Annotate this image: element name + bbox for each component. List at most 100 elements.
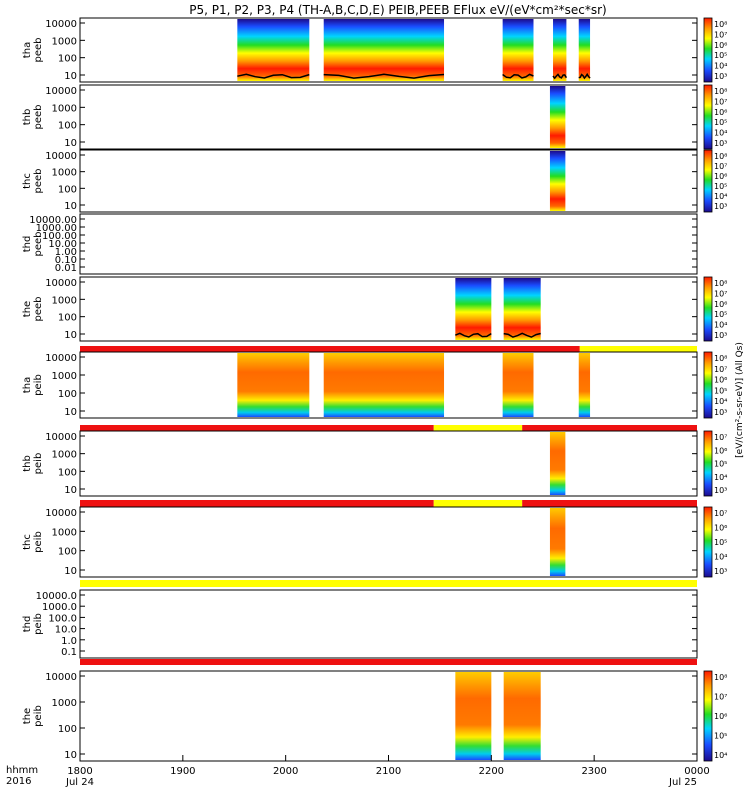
colorbar-tick-label: 10⁵ (714, 386, 727, 395)
x-tick-label: 1800 (67, 766, 92, 777)
colorbar-tick-label: 10³ (714, 486, 727, 495)
x-axis: 1800 1900 2000 2100 2200 2300 0000 Jul 24 Jul 25 (65, 755, 710, 788)
colorbar-tick-label: 10⁴ (714, 321, 727, 330)
y-tick-label: 10000 (45, 432, 77, 443)
colorbar-tick-label: 10⁴ (714, 553, 727, 562)
colorbar-tick-label: 10⁶ (714, 712, 727, 721)
y-tick-label: 1000.00 (36, 223, 77, 234)
colorbar-tick-label: 10⁷ (714, 30, 727, 39)
spectrogram-block (503, 672, 541, 760)
y-tick-label: 10000.00 (29, 215, 77, 226)
spacecraft-potential-trace (503, 332, 541, 338)
colorbar-tick-label: 10⁸ (714, 152, 727, 161)
status-segment-yellow (433, 500, 523, 507)
spectrogram-block (549, 86, 566, 148)
y-tick-label: 100 (58, 724, 77, 735)
colorbar-tick-label: 10⁶ (714, 376, 727, 385)
colorbar-tick-label: 10⁵ (714, 182, 727, 191)
y-tick-label: 10 (64, 485, 77, 496)
y-axis-label: peeb (33, 169, 44, 194)
y-axis-label: thb (22, 109, 33, 126)
y-tick-label: 1000 (52, 371, 77, 382)
panel-frame (79, 351, 698, 419)
y-tick-label: 10000 (45, 151, 77, 162)
colorbar-tick-label: 10⁵ (714, 538, 727, 547)
y-axis-label: thc (22, 173, 33, 189)
y-tick-label: 0.01 (55, 263, 77, 274)
spectrogram-block (502, 19, 534, 81)
spectrogram-block (455, 278, 492, 340)
y-tick-label: 0.10 (55, 255, 77, 266)
colorbar-tick-label: 10³ (714, 72, 727, 81)
colorbar-tick-label: 10³ (714, 408, 727, 417)
y-tick-label: 10 (64, 138, 77, 149)
y-axis-label: tha (22, 42, 33, 58)
colorbar-tick-label: 10⁴ (714, 62, 727, 71)
y-axis-label: tha (22, 377, 33, 393)
colorbar-tick-label: 10⁵ (714, 732, 727, 741)
y-tick-label: 1000.0 (42, 602, 77, 613)
x-tick-label: 0000 (684, 766, 709, 777)
panel-frame (79, 17, 698, 83)
y-tick-label: 100 (58, 121, 77, 132)
y-tick-label: 1000 (52, 295, 77, 306)
colorbar (703, 351, 713, 419)
spectrogram-block (237, 19, 310, 81)
panel-frame (79, 84, 698, 150)
y-axis-label: thd (22, 616, 33, 633)
y-tick-label: 1000 (52, 527, 77, 538)
colorbar-tick-label: 10⁵ (714, 310, 727, 319)
x-tick-label: 2100 (376, 766, 401, 777)
colorbar-tick-label: 10⁷ (714, 509, 727, 518)
x-tick-label: 2200 (479, 766, 504, 777)
colorbar-tick-label: 10⁴ (714, 192, 727, 201)
panel-frame (79, 276, 698, 342)
y-tick-label: 100 (58, 547, 77, 558)
y-axis-label: peib (33, 705, 44, 727)
x-tick-label: 2300 (581, 766, 606, 777)
status-segment-red (80, 425, 434, 431)
colorbar-tick-label: 10⁶ (714, 41, 727, 50)
spectrogram-block (578, 19, 591, 81)
y-axis-label: thb (22, 455, 33, 472)
y-tick-label: 10.0 (55, 625, 77, 636)
spectrogram-block (323, 353, 445, 417)
y-tick-label: 10000 (45, 278, 77, 289)
x-tick-label: 1900 (170, 766, 195, 777)
panel-frame (79, 149, 698, 213)
colorbar-tick-label: 10⁸ (714, 279, 727, 288)
panel-frame (79, 506, 698, 578)
y-tick-label: 10 (64, 566, 77, 577)
colorbar-tick-label: 10⁶ (714, 108, 727, 117)
colorbar-tick-label: 10⁶ (714, 300, 727, 309)
spacecraft-potential-trace (323, 73, 445, 79)
colorbar-tick-label: 10⁴ (714, 473, 727, 482)
spectrogram-block (455, 672, 492, 760)
panel-the_peib: 10000 1000 100 10 the peib 10⁸ 10⁷ 10⁶ 10⁵ 10⁴ (22, 659, 727, 762)
colorbar (703, 670, 713, 762)
panel-frame (79, 670, 698, 762)
colorbar-tick-label: 10³ (714, 139, 727, 148)
status-segment-yellow (80, 580, 697, 587)
y-tick-label: 100 (58, 54, 77, 65)
x-date-label: Jul 24 (65, 777, 94, 788)
colorbar (703, 430, 713, 497)
colorbar (703, 84, 713, 150)
spacecraft-potential-trace (455, 332, 492, 338)
colorbar-tick-label: 10⁶ (714, 172, 727, 181)
status-segment-yellow (579, 346, 697, 352)
panel-thb_peib: 10000 1000 100 10 thb peib 10⁷ 10⁶ 10⁵ 10⁴ 10³ (22, 425, 727, 497)
y-axis-label: peib (33, 613, 44, 635)
y-tick-label: 1000 (52, 698, 77, 709)
colorbar-tick-label: 10⁷ (714, 97, 727, 106)
y-axis-label: the (22, 708, 33, 724)
x-date-label: Jul 25 (668, 777, 697, 788)
colorbar (703, 149, 713, 213)
